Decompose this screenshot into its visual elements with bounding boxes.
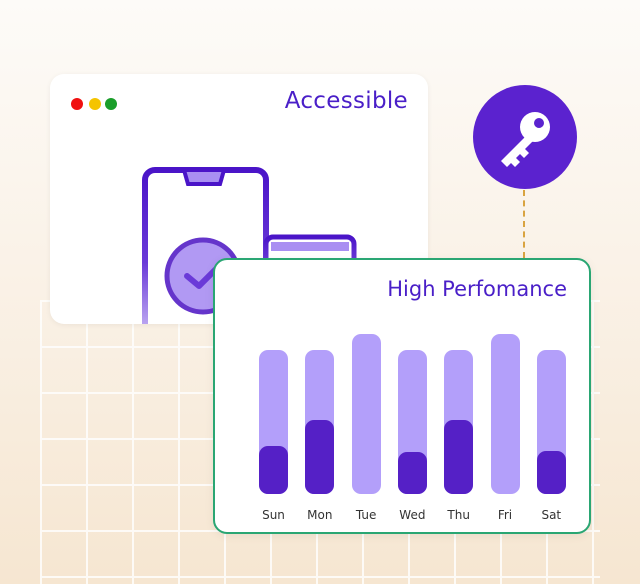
check-mark <box>184 263 222 289</box>
window-dot-green <box>105 98 117 110</box>
window-dot-yellow <box>89 98 101 110</box>
accessible-title: Accessible <box>284 88 408 114</box>
bar-fri <box>490 334 520 494</box>
bar-thu <box>444 350 474 494</box>
key-icon <box>501 112 550 167</box>
phone-notch <box>181 168 227 186</box>
tick-label-mon: Mon <box>307 508 333 522</box>
bar-fill-sat <box>536 450 566 494</box>
bar-fill-wed <box>397 452 427 494</box>
connector-dashed-line <box>523 190 525 258</box>
tick-label-thu: Thu <box>447 508 470 522</box>
tick-label-wed: Wed <box>399 508 426 522</box>
tick-label-sun: Sun <box>262 508 285 522</box>
window-dot-red <box>71 98 83 110</box>
bar-tue <box>351 334 381 494</box>
bar-wed <box>397 350 427 494</box>
bar-fill-sun <box>259 446 288 494</box>
tick-label-fri: Fri <box>497 508 513 522</box>
bar-sat <box>536 350 566 494</box>
bar-fill-thu <box>444 420 474 494</box>
tick-label-sat: Sat <box>541 508 562 522</box>
bar-sun <box>259 350 288 494</box>
key-badge <box>473 85 577 189</box>
performance-card: High Perfomance Sun Mon Tue Wed Thu Fri Sat <box>213 258 591 534</box>
bar-mon <box>305 350 335 494</box>
performance-title: High Perfomance <box>387 277 567 301</box>
tick-label-tue: Tue <box>355 508 377 522</box>
bar-fill-mon <box>305 420 335 494</box>
